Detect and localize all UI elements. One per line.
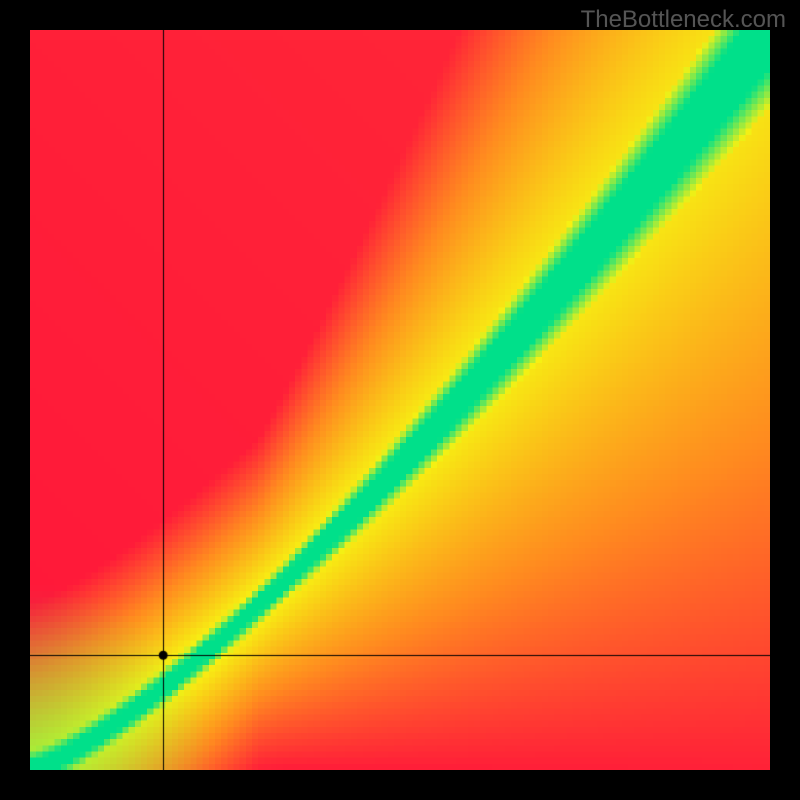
bottleneck-heatmap-figure: TheBottleneck.com	[0, 0, 800, 800]
attribution-label: TheBottleneck.com	[581, 6, 786, 34]
crosshair-overlay	[30, 30, 770, 770]
